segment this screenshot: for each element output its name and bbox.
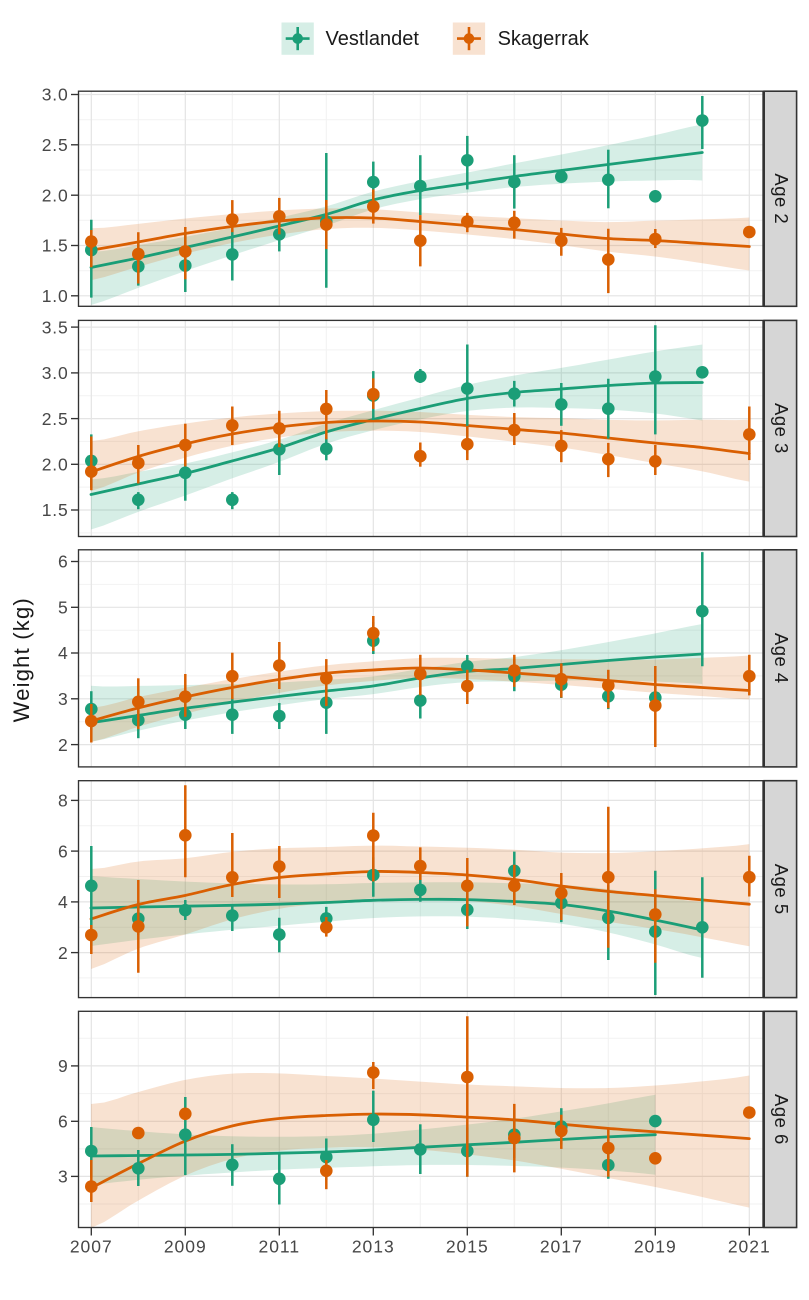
svg-text:2007: 2007 [70,1237,113,1257]
svg-text:2011: 2011 [258,1237,300,1257]
svg-text:2021: 2021 [728,1237,771,1257]
svg-text:2013: 2013 [352,1237,395,1257]
svg-text:8: 8 [58,791,69,811]
svg-text:2009: 2009 [164,1237,207,1257]
svg-text:2: 2 [58,943,69,963]
svg-text:Skagerrak: Skagerrak [498,28,590,50]
svg-text:3: 3 [58,1167,69,1187]
svg-text:2.5: 2.5 [42,135,69,155]
svg-text:4: 4 [58,892,69,912]
svg-text:3: 3 [58,689,69,709]
svg-text:5: 5 [58,598,69,618]
svg-text:Age 5: Age 5 [771,864,792,915]
svg-text:2017: 2017 [540,1237,583,1257]
svg-text:6: 6 [58,841,69,861]
svg-text:1.0: 1.0 [42,286,69,306]
svg-text:1.5: 1.5 [42,236,69,256]
svg-text:Weight (kg): Weight (kg) [9,597,34,722]
svg-text:Age 6: Age 6 [771,1094,792,1145]
svg-text:4: 4 [58,643,69,663]
svg-text:6: 6 [58,552,69,572]
svg-text:1.5: 1.5 [42,500,69,520]
svg-text:2.0: 2.0 [42,185,69,205]
svg-text:6: 6 [58,1112,69,1132]
svg-text:3.0: 3.0 [42,85,69,105]
svg-text:2.0: 2.0 [42,455,69,475]
svg-text:3.0: 3.0 [42,363,69,383]
svg-text:2.5: 2.5 [42,409,69,429]
svg-text:Vestlandet: Vestlandet [326,28,420,50]
svg-text:Age 2: Age 2 [771,173,792,224]
svg-text:2019: 2019 [634,1237,677,1257]
svg-text:Age 3: Age 3 [771,403,792,454]
svg-text:3.5: 3.5 [42,317,69,337]
svg-text:2: 2 [58,735,69,755]
svg-text:9: 9 [58,1056,69,1076]
svg-text:2015: 2015 [446,1237,489,1257]
svg-text:Age 4: Age 4 [771,633,792,684]
